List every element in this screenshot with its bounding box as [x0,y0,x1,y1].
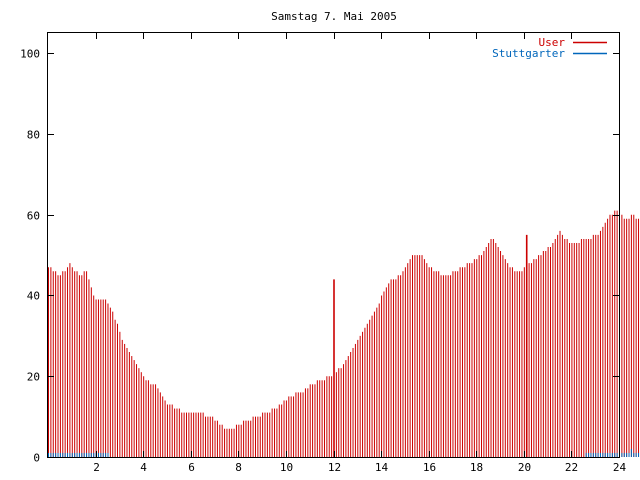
y-tick-label: 40 [27,290,40,303]
y-tick-label: 80 [27,129,40,142]
overlay-layer [48,448,640,457]
x-tick-label: 4 [140,461,147,474]
x-tick-label: 14 [375,461,389,474]
x-tick-label: 2 [93,461,100,474]
legend: User Stuttgarter [492,36,607,60]
x-tick-label: 18 [470,461,483,474]
y-tick-label: 20 [27,371,40,384]
x-tick-label: 12 [328,461,341,474]
plot-frame [47,32,620,458]
legend-label-stuttgarter: Stuttgarter [492,47,565,60]
x-tick-label: 24 [613,461,627,474]
chart-title: Samstag 7. Mai 2005 [271,10,397,23]
legend-label-user: User [539,36,566,49]
y-tick-label: 100 [20,48,40,61]
y-tick-label: 0 [33,452,40,465]
x-tick-label: 20 [518,461,531,474]
x-tick-label: 10 [280,461,293,474]
x-tick-label: 16 [423,461,436,474]
x-tick-label: 6 [188,461,195,474]
x-tick-label: 8 [235,461,242,474]
x-tick-label: 22 [565,461,578,474]
bars-layer [48,210,640,457]
y-tick-label: 60 [27,210,40,223]
